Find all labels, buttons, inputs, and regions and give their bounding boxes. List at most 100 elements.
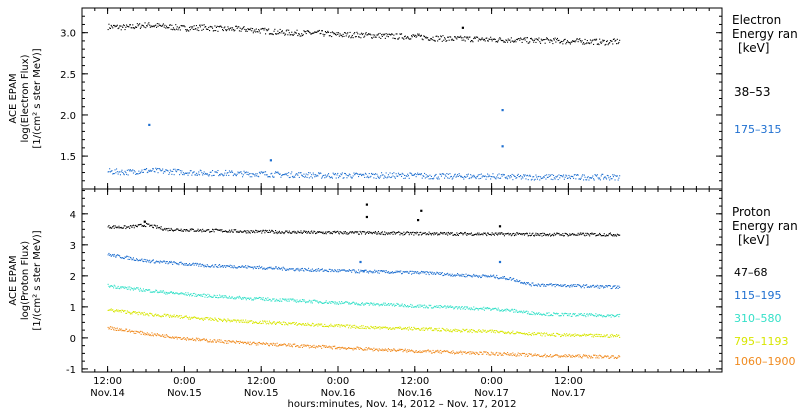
data-point — [401, 328, 403, 330]
data-point — [183, 293, 185, 295]
data-point — [215, 318, 217, 320]
data-point — [255, 230, 257, 232]
data-point — [545, 285, 547, 287]
data-point — [417, 34, 419, 36]
data-point — [596, 284, 598, 286]
data-point — [122, 309, 124, 311]
data-point — [565, 335, 567, 337]
data-point — [165, 336, 167, 338]
data-point — [156, 335, 158, 337]
data-point — [185, 263, 187, 265]
data-point — [364, 35, 366, 37]
data-point — [561, 312, 563, 314]
data-point — [193, 230, 195, 232]
data-point — [123, 174, 125, 176]
data-point — [246, 322, 248, 324]
data-point — [306, 30, 308, 32]
data-point — [527, 42, 529, 44]
data-point — [468, 331, 470, 333]
data-point — [288, 268, 290, 270]
data-point — [350, 327, 352, 329]
data-point — [126, 24, 128, 26]
data-point — [321, 231, 323, 233]
data-point — [422, 175, 424, 177]
data-point — [482, 234, 484, 236]
data-point — [136, 26, 138, 28]
data-point — [510, 41, 512, 43]
data-point — [245, 319, 247, 321]
data-point — [598, 178, 600, 180]
data-point — [498, 173, 500, 175]
data-point — [318, 172, 320, 174]
data-point — [133, 227, 135, 229]
data-point — [569, 333, 571, 335]
data-point — [480, 233, 482, 235]
data-point — [278, 230, 280, 232]
data-point — [308, 270, 310, 272]
data-point — [222, 230, 224, 232]
data-point — [502, 233, 504, 235]
data-point — [381, 232, 383, 234]
data-point — [529, 334, 531, 336]
data-point — [609, 285, 611, 287]
data-point — [493, 331, 495, 333]
data-point — [510, 277, 512, 279]
data-point — [390, 177, 392, 179]
data-point — [164, 227, 166, 229]
data-point — [450, 306, 452, 308]
data-point — [541, 355, 543, 357]
data-point — [401, 33, 403, 35]
data-point — [506, 176, 508, 178]
data-point — [441, 351, 443, 353]
data-point — [570, 234, 572, 236]
data-point — [162, 172, 164, 174]
data-point — [569, 335, 571, 337]
data-point — [124, 286, 126, 288]
data-point — [235, 267, 237, 269]
data-point — [483, 38, 485, 40]
data-point — [275, 171, 277, 173]
data-point — [181, 230, 183, 232]
data-point — [247, 265, 249, 267]
data-point — [479, 351, 481, 353]
data-point — [212, 296, 214, 298]
data-point — [278, 32, 280, 34]
data-point — [543, 354, 545, 356]
data-point — [526, 41, 528, 43]
data-point — [616, 38, 618, 40]
data-point — [380, 304, 382, 306]
data-point — [483, 176, 485, 178]
data-point — [136, 287, 138, 289]
data-point — [456, 329, 458, 331]
data-point — [269, 176, 271, 178]
data-point — [530, 235, 532, 237]
data-point — [614, 234, 616, 236]
data-point — [198, 294, 200, 296]
data-point — [285, 173, 287, 175]
data-point — [619, 336, 621, 338]
data-point — [216, 25, 218, 27]
data-point — [176, 169, 178, 171]
data-point — [112, 173, 114, 175]
data-point — [228, 295, 230, 297]
data-point — [259, 267, 261, 269]
data-point — [300, 230, 302, 232]
data-point — [501, 40, 503, 42]
data-point — [393, 348, 395, 350]
data-point — [375, 348, 377, 350]
data-point — [546, 234, 548, 236]
data-point — [548, 39, 550, 41]
data-point — [412, 350, 414, 352]
data-point — [111, 254, 113, 256]
data-point — [190, 170, 192, 172]
data-point — [493, 308, 495, 310]
data-point — [483, 39, 485, 41]
data-point — [425, 351, 427, 353]
data-point — [268, 229, 270, 231]
data-point — [130, 330, 132, 332]
data-point — [120, 257, 122, 259]
data-point — [582, 334, 584, 336]
data-point — [280, 176, 282, 178]
data-point — [158, 291, 160, 293]
data-point — [294, 232, 296, 234]
